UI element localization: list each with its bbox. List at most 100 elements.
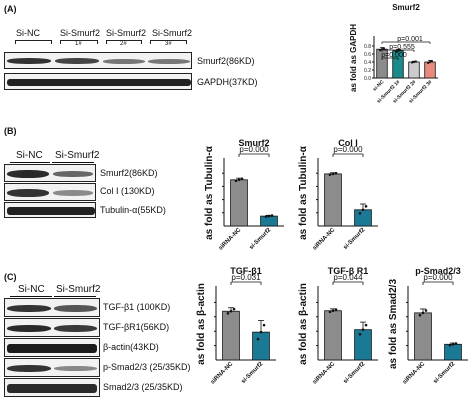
y-axis-label: as fold as Tubulin-α <box>298 145 309 240</box>
data-point <box>421 311 425 315</box>
chart-title: Smurf2 <box>392 3 420 12</box>
blot-b-tubulin <box>4 202 96 218</box>
panel-label-a: (A) <box>4 4 17 14</box>
data-point <box>451 342 455 346</box>
blot-b-smurf2 <box>4 164 96 182</box>
data-point <box>382 47 386 50</box>
chart-title: TGF-β R1 <box>328 266 369 276</box>
band <box>7 325 51 332</box>
data-point <box>328 310 332 314</box>
data-point <box>237 178 241 182</box>
blot-c-psmad <box>4 358 100 377</box>
blot-label-c-bactin: β-actin(43KD) <box>103 342 159 352</box>
band <box>7 170 49 178</box>
band <box>103 59 145 64</box>
data-point <box>256 337 260 341</box>
blot-a-gapdh <box>4 73 192 90</box>
y-tick-label: 0.4 <box>364 60 371 66</box>
chart-title: TGF-β1 <box>230 266 262 276</box>
lane-label-a-3: Si-Smurf2 <box>106 28 147 38</box>
y-axis-label: as fold as Smad2/3 <box>388 279 399 369</box>
data-point <box>448 343 452 347</box>
lane-label-c-1: Si-NC <box>18 284 45 295</box>
x-tick-label: si-Smurf2 <box>433 361 457 385</box>
significance-label: p=0.000 <box>381 52 407 59</box>
data-point <box>334 308 338 311</box>
significance-label: p=0.044 <box>333 273 363 282</box>
panel-label-c: (C) <box>4 272 17 282</box>
lane-label-b-1: Si-NC <box>16 150 43 161</box>
data-point <box>430 59 434 63</box>
data-point <box>328 173 332 176</box>
band <box>7 365 51 372</box>
band <box>7 305 51 312</box>
lane-label-a-1: Si-NC <box>16 28 40 38</box>
y-tick-label: 0.6 <box>364 52 371 58</box>
chart-title: Col I <box>338 138 358 148</box>
blot-c-tgfb1 <box>4 298 100 317</box>
data-point <box>358 332 362 336</box>
band <box>7 384 97 393</box>
data-point <box>270 214 274 217</box>
band <box>54 325 97 332</box>
band <box>148 59 190 64</box>
y-axis-label: as fold as β-actin <box>196 283 207 365</box>
bar <box>444 343 462 361</box>
band <box>54 366 97 371</box>
lane-suffix-a-2: 1# <box>75 41 82 47</box>
data-point <box>410 61 414 64</box>
lane-label-c-2: Si-Smurf2 <box>56 284 101 295</box>
lane-line-b-2 <box>52 162 94 163</box>
data-point <box>259 330 263 334</box>
data-point <box>414 60 418 63</box>
lane-line-c-2 <box>54 296 96 297</box>
data-point <box>361 208 365 212</box>
y-axis-label: as fold as GAPDH <box>349 24 358 92</box>
data-point <box>394 50 398 53</box>
band <box>53 190 93 196</box>
data-point <box>331 309 335 313</box>
lane-label-a-4: Si-Smurf2 <box>152 28 193 38</box>
blot-label-c-smad: Smad2/3 (25/35KD) <box>103 382 183 392</box>
lane-line-b-1 <box>10 162 50 163</box>
band <box>55 58 99 64</box>
data-point <box>378 49 382 52</box>
band <box>7 207 95 215</box>
band <box>7 189 49 197</box>
significance-label: p=0.000 <box>423 273 453 282</box>
lane-bracket-2 <box>60 40 98 44</box>
blot-label-a-gapdh: GAPDH(37KD) <box>197 77 258 87</box>
data-point <box>226 312 230 315</box>
significance-label: p=0.000 <box>239 145 269 154</box>
data-point <box>364 323 368 327</box>
lane-label-b-2: Si-Smurf2 <box>55 150 100 161</box>
data-point <box>264 215 268 218</box>
data-point <box>364 205 368 208</box>
data-point <box>334 171 338 175</box>
data-point <box>234 179 238 183</box>
blot-c-tgfbr1 <box>4 318 100 337</box>
y-tick-label: 0.8 <box>364 44 371 50</box>
band <box>7 79 191 86</box>
significance-label: p=0.555 <box>389 44 415 51</box>
blot-c-bactin <box>4 338 100 357</box>
x-tick-label: siRNA-NC <box>402 361 427 386</box>
data-point <box>454 342 458 345</box>
data-point <box>428 60 432 64</box>
lane-line-c-1 <box>10 296 52 297</box>
band <box>54 305 97 312</box>
blot-label-b-coli: Col I (130KD) <box>100 186 155 196</box>
band <box>53 171 93 177</box>
blot-label-c-tgfbr1: TGF-βR1(56KD) <box>103 322 170 332</box>
data-point <box>358 211 362 215</box>
data-point <box>418 313 422 317</box>
data-point <box>267 214 271 218</box>
band <box>7 344 97 353</box>
data-point <box>232 307 236 311</box>
y-axis-label: as fold as Tubulin-α <box>204 145 215 240</box>
data-point <box>412 60 416 64</box>
